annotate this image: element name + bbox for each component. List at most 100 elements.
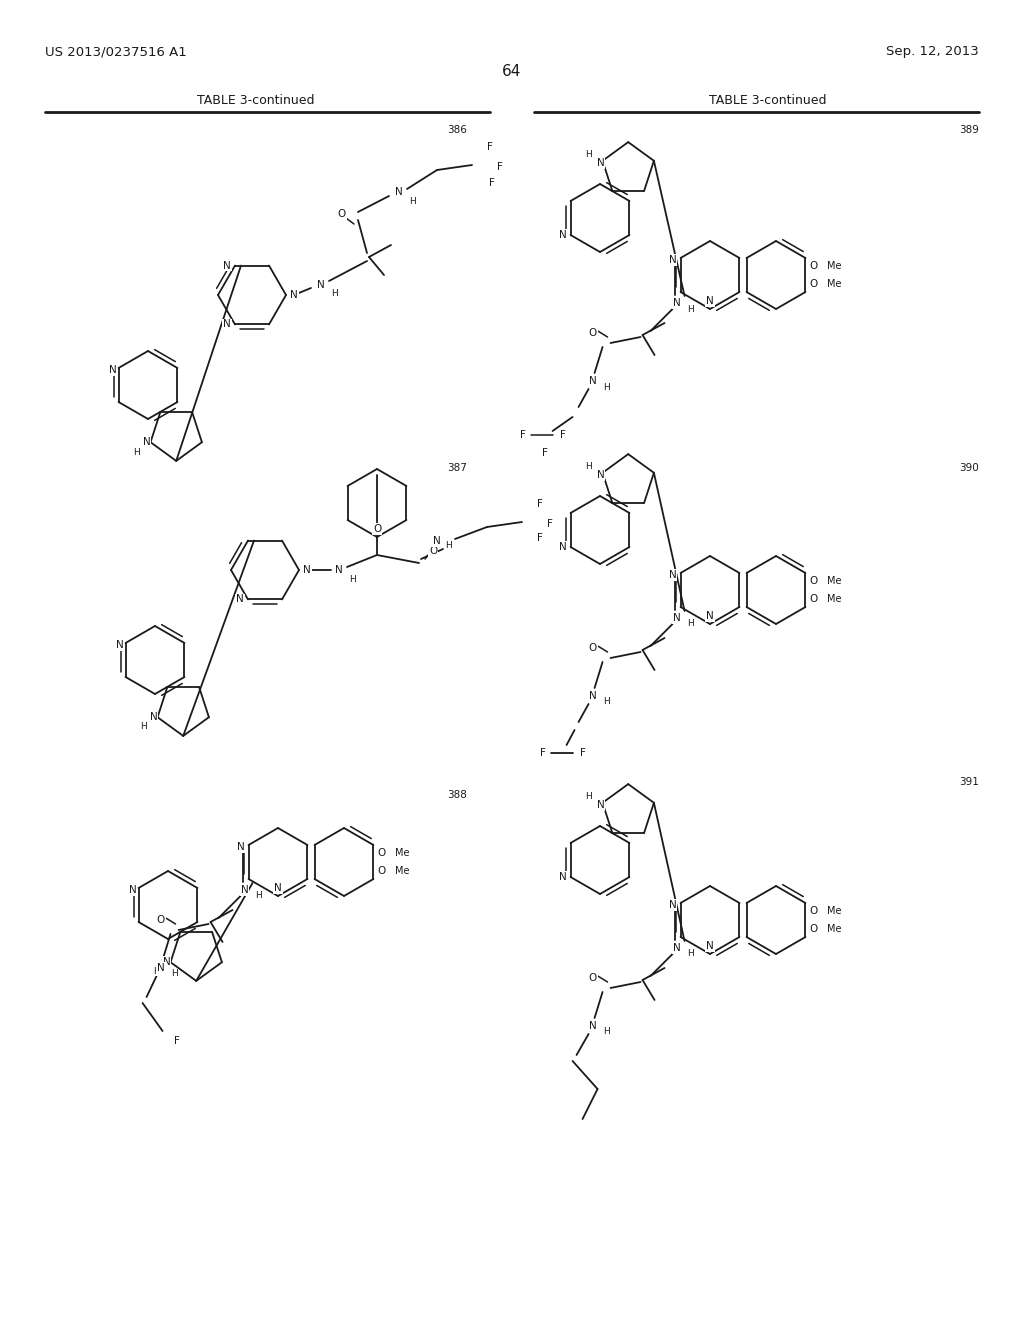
Text: F: F (537, 533, 543, 543)
Text: Me: Me (827, 906, 842, 916)
Text: Me: Me (395, 866, 410, 876)
Text: H: H (140, 722, 146, 731)
Text: H: H (687, 619, 694, 628)
Text: N: N (129, 884, 136, 895)
Text: TABLE 3-continued: TABLE 3-continued (710, 94, 826, 107)
Text: N: N (559, 543, 566, 552)
Text: H: H (585, 462, 592, 471)
Text: O: O (809, 924, 817, 935)
Text: N: N (163, 957, 170, 968)
Text: F: F (560, 430, 565, 440)
Text: N: N (707, 296, 714, 306)
Text: Me: Me (827, 594, 842, 605)
Text: O: O (589, 643, 597, 653)
Text: N: N (223, 260, 230, 271)
Text: 388: 388 (447, 789, 467, 800)
Text: N: N (707, 611, 714, 620)
Text: H: H (349, 576, 356, 585)
Text: N: N (395, 187, 402, 197)
Text: H: H (332, 289, 338, 297)
Text: N: N (669, 900, 677, 909)
Text: O: O (589, 327, 597, 338)
Text: N: N (597, 158, 604, 168)
Text: 387: 387 (447, 463, 467, 473)
Text: H: H (410, 198, 417, 206)
Text: Me: Me (827, 924, 842, 935)
Text: N: N (707, 941, 714, 950)
Text: F: F (542, 447, 548, 458)
Text: N: N (597, 800, 604, 809)
Text: 389: 389 (959, 125, 979, 135)
Text: O: O (809, 576, 817, 586)
Text: N: N (223, 319, 230, 330)
Text: F: F (537, 499, 543, 510)
Text: 64: 64 (503, 65, 521, 79)
Text: H: H (687, 949, 694, 958)
Text: O: O (809, 906, 817, 916)
Text: F: F (547, 519, 553, 529)
Text: N: N (142, 437, 151, 447)
Text: N: N (237, 842, 245, 851)
Text: O: O (373, 524, 381, 535)
Text: H: H (445, 540, 453, 549)
Text: N: N (589, 1020, 596, 1031)
Text: N: N (317, 280, 325, 290)
Text: O: O (377, 847, 386, 858)
Text: H: H (603, 697, 610, 706)
Text: N: N (673, 942, 680, 953)
Text: N: N (237, 594, 244, 605)
Text: Sep. 12, 2013: Sep. 12, 2013 (886, 45, 979, 58)
Text: Me: Me (827, 279, 842, 289)
Text: F: F (489, 178, 495, 187)
Text: O: O (809, 279, 817, 289)
Text: N: N (335, 565, 343, 576)
Text: F: F (519, 430, 525, 440)
Text: N: N (673, 612, 680, 623)
Text: H: H (603, 1027, 610, 1036)
Text: N: N (559, 230, 566, 240)
Text: N: N (109, 366, 117, 375)
Text: F: F (540, 748, 546, 758)
Text: N: N (669, 570, 677, 579)
Text: US 2013/0237516 A1: US 2013/0237516 A1 (45, 45, 186, 58)
Text: O: O (809, 594, 817, 605)
Text: H: H (585, 792, 592, 801)
Text: H: H (171, 969, 178, 978)
Text: H: H (585, 150, 592, 160)
Text: N: N (433, 536, 441, 546)
Text: N: N (589, 376, 596, 385)
Text: O: O (429, 546, 437, 556)
Text: F: F (580, 748, 586, 758)
Text: N: N (150, 713, 158, 722)
Text: H: H (255, 891, 262, 900)
Text: F: F (487, 143, 493, 152)
Text: N: N (597, 470, 604, 479)
Text: H: H (154, 966, 160, 975)
Text: Me: Me (827, 261, 842, 271)
Text: 386: 386 (447, 125, 467, 135)
Text: N: N (673, 298, 680, 308)
Text: N: N (290, 290, 298, 300)
Text: O: O (377, 866, 386, 876)
Text: H: H (133, 447, 140, 457)
Text: F: F (497, 162, 503, 172)
Text: N: N (157, 964, 165, 973)
Text: N: N (559, 873, 566, 882)
Text: O: O (338, 209, 346, 219)
Text: N: N (589, 690, 596, 701)
Text: H: H (687, 305, 694, 314)
Text: N: N (274, 883, 282, 894)
Text: O: O (809, 261, 817, 271)
Text: O: O (157, 915, 165, 925)
Text: O: O (589, 973, 597, 983)
Text: Me: Me (827, 576, 842, 586)
Text: F: F (174, 1036, 179, 1045)
Text: H: H (603, 383, 610, 392)
Text: Me: Me (395, 847, 410, 858)
Text: TABLE 3-continued: TABLE 3-continued (198, 94, 314, 107)
Text: N: N (241, 884, 249, 895)
Text: 390: 390 (959, 463, 979, 473)
Text: N: N (116, 640, 124, 649)
Text: N: N (669, 255, 677, 265)
Text: 391: 391 (959, 777, 979, 787)
